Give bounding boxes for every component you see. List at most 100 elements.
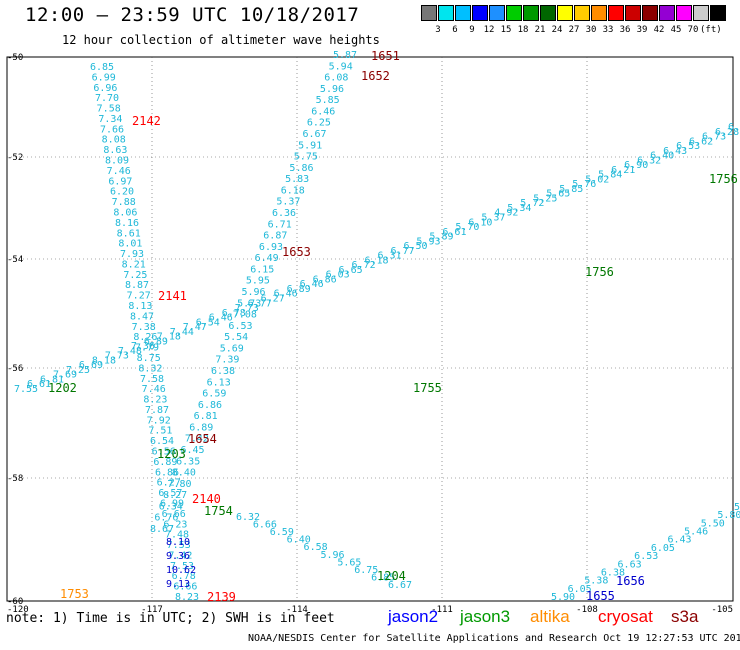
wave-height-value: 6.40 <box>650 151 674 162</box>
time-label: 1756 <box>585 265 614 279</box>
wave-height-value: 6.49 <box>255 253 279 264</box>
wave-height-value: 6.58 <box>304 542 328 553</box>
wave-height-value: 6.66 <box>253 520 277 531</box>
wave-height-value: 5.34 <box>507 203 531 214</box>
time-label: 2142 <box>132 114 161 128</box>
time-label: 2141 <box>158 289 187 303</box>
legend-swatch <box>608 5 624 21</box>
wave-height-value: 4.92 <box>494 208 518 219</box>
wave-height-value: 6.32 <box>637 155 661 166</box>
legend-label: 12 <box>483 25 495 35</box>
wave-height-value: 7.88 <box>112 197 136 208</box>
wave-height-value: 6.59 <box>270 527 294 538</box>
satellite-legend-item: altika <box>530 607 570 626</box>
lon-tick-label: -117 <box>141 605 163 615</box>
wave-height-value: 7.58 <box>97 104 121 115</box>
wave-height-value: 8.63 <box>103 145 127 156</box>
wave-height-value: 6.27 <box>261 293 285 304</box>
time-label: 1653 <box>282 245 311 259</box>
legend-label: 30 <box>585 25 597 35</box>
wave-height-value: 6.62 <box>689 136 713 147</box>
wave-height-value: 7.48 <box>118 346 142 357</box>
wave-height-value: 6.46 <box>300 279 324 290</box>
time-label: 1754 <box>204 504 233 518</box>
wave-height-value: 6.31 <box>377 251 401 262</box>
wave-height-value: 8.23 <box>175 592 199 603</box>
wave-height-value: 5.94 <box>329 61 353 72</box>
wave-height-value: 6.43 <box>663 146 687 157</box>
wave-height-value: 6.13 <box>207 377 231 388</box>
wave-height-value: 6.65 <box>339 265 363 276</box>
wave-height-value: 7.79 <box>135 343 159 354</box>
wave-height-value: 8.09 <box>105 156 129 167</box>
legend-label: 21 <box>534 25 546 35</box>
time-label: 1203 <box>157 447 186 461</box>
wave-height-value: 6.05 <box>568 584 592 595</box>
legend-label: 42 <box>653 25 665 35</box>
wave-height-value: 6.75 <box>354 565 378 576</box>
legend-label: 9 <box>469 25 475 35</box>
wave-height-value: 7.46 <box>142 384 166 395</box>
time-label: 1753 <box>60 587 89 601</box>
wave-height-value: 6.18 <box>365 255 389 266</box>
lat-tick-label: -50 <box>7 53 23 63</box>
wave-height-value: 6.40 <box>287 535 311 546</box>
wave-height-value: 6.59 <box>202 389 226 400</box>
wave-height-value: 5.39 <box>734 502 740 513</box>
time-label: 1655 <box>586 589 615 603</box>
wave-height-value: 6.38 <box>211 366 235 377</box>
credit-line: NOAA/NESDIS Center for Satellite Applica… <box>248 633 740 644</box>
wave-height-value: 6.67 <box>388 580 412 591</box>
legend-swatch <box>710 5 726 21</box>
wave-height-value: 6.77 <box>248 298 272 309</box>
wave-height-value: 6.93 <box>259 242 283 253</box>
wave-height-value: 6.54 <box>150 436 174 447</box>
wave-height-value: 5.69 <box>220 343 244 354</box>
wave-height-value: 5.38 <box>584 576 608 587</box>
wave-height-value: 8.08 <box>102 135 126 146</box>
legend-label: 24 <box>551 25 563 35</box>
wave-height-value: 7.73 <box>235 303 259 314</box>
wave-height-value: 6.56 <box>152 447 176 458</box>
wave-height-value: 6.38 <box>601 567 625 578</box>
wave-height-value: 5.75 <box>294 152 318 163</box>
wave-height-value: 7.27 <box>127 291 151 302</box>
wave-height-value: 6.28 <box>715 127 739 138</box>
legend-swatch <box>455 5 471 21</box>
time-label: 1651 <box>371 49 400 63</box>
wave-height-value: 5.70 <box>455 222 479 233</box>
wave-height-value: 8.18 <box>92 355 116 366</box>
time-label: 1756 <box>709 172 738 186</box>
wave-height-value: 5.86 <box>289 163 313 174</box>
wave-height-value: 5.37 <box>481 213 505 224</box>
satellite-legend-item: jason2 <box>388 607 439 626</box>
wave-height-value: 5.96 <box>320 550 344 561</box>
wave-height-value: 8.10 <box>166 537 190 548</box>
wave-height-value: 7.53 <box>170 561 194 572</box>
wave-height-value: 5.65 <box>546 189 570 200</box>
wave-height-value: 8.47 <box>130 311 154 322</box>
time-label: 1654 <box>188 432 217 446</box>
legend-label: 70 <box>687 25 699 35</box>
time-label: 1652 <box>361 69 390 83</box>
wave-height-value: 8.16 <box>115 218 139 229</box>
lon-tick-label: -111 <box>431 605 453 615</box>
legend-swatch <box>489 5 505 21</box>
time-label: 2140 <box>192 492 221 506</box>
wave-height-value: 7.58 <box>140 374 164 385</box>
wave-height-value: 8.26 <box>133 332 157 343</box>
wave-height-value: 5.46 <box>684 527 708 538</box>
wave-height-value: 7.18 <box>157 332 181 343</box>
wave-height-value: 5.96 <box>320 84 344 95</box>
wave-observations: 6.856.996.967.707.587.347.668.088.638.09… <box>14 50 740 603</box>
wave-height-value: 6.21 <box>611 165 635 176</box>
wave-height-value: 6.78 <box>172 571 196 582</box>
wave-height-value: 7.25 <box>123 270 147 281</box>
wave-height-value: 6.50 <box>403 241 427 252</box>
time-label: 1755 <box>413 381 442 395</box>
wave-height-value: 5.96 <box>242 287 266 298</box>
legend-label: 18 <box>517 25 529 35</box>
wave-height-value: 8.87 <box>125 280 149 291</box>
wave-height-value: 6.81 <box>40 374 64 385</box>
legend-swatch <box>540 5 556 21</box>
